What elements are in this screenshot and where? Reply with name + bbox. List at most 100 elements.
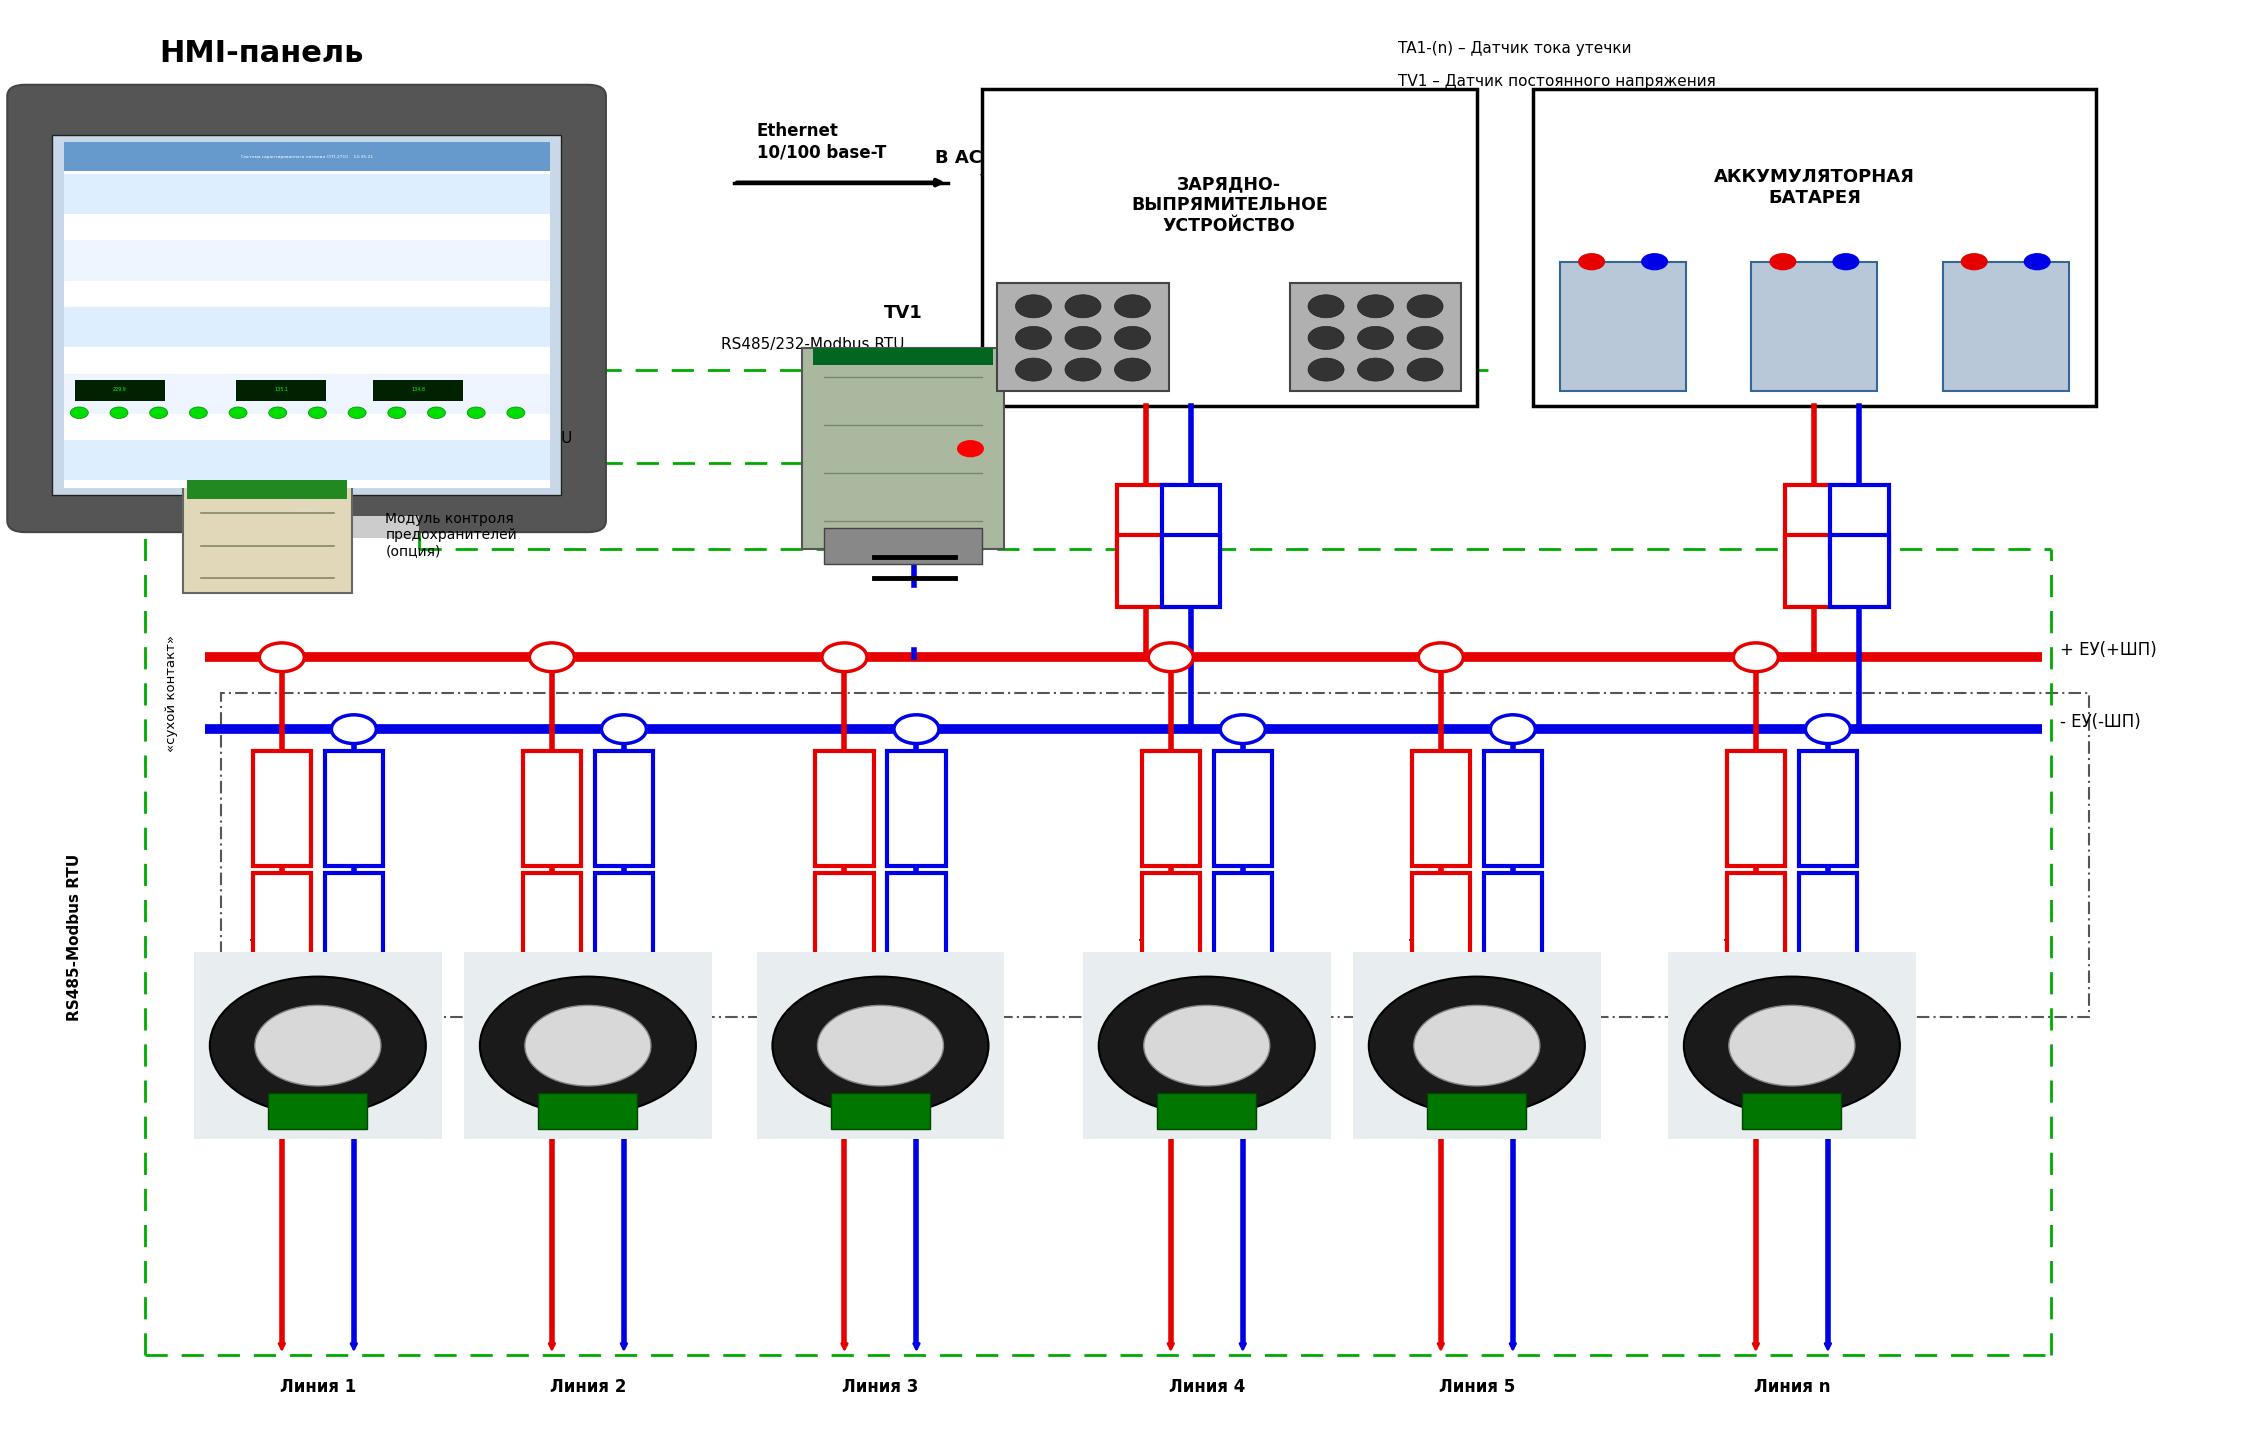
Circle shape (1099, 976, 1315, 1115)
Circle shape (268, 407, 287, 419)
Circle shape (388, 407, 406, 419)
Circle shape (1015, 326, 1051, 349)
Circle shape (70, 407, 88, 419)
Text: Линия 5: Линия 5 (1439, 1378, 1516, 1395)
Text: HMI-панель: HMI-панель (160, 39, 363, 68)
Circle shape (1220, 715, 1266, 744)
Bar (194, 952, 442, 1139)
Bar (1830, 485, 1888, 556)
Bar (63, 173, 550, 214)
Bar (1214, 751, 1272, 866)
Bar (1484, 751, 1543, 866)
Bar (1726, 874, 1784, 988)
Bar (1534, 90, 2096, 406)
Circle shape (1640, 253, 1667, 270)
Bar (63, 143, 550, 170)
Text: 135.1: 135.1 (275, 387, 289, 393)
Bar (596, 751, 654, 866)
Circle shape (1408, 295, 1444, 318)
Text: АККУМУЛЯТОРНАЯ
БАТАРЕЯ: АККУМУЛЯТОРНАЯ БАТАРЕЯ (1715, 168, 1915, 206)
Bar (981, 90, 1478, 406)
Bar (830, 1093, 929, 1129)
Bar (253, 874, 311, 988)
Bar (539, 1093, 638, 1129)
Bar (823, 529, 981, 563)
Text: ⬚ weintek: ⬚ weintek (291, 507, 323, 511)
Bar (887, 874, 945, 988)
Bar (814, 874, 873, 988)
Text: TA4: TA4 (1139, 939, 1169, 952)
Circle shape (1358, 295, 1394, 318)
Circle shape (347, 407, 365, 419)
Bar (1484, 874, 1543, 988)
Text: 134.8: 134.8 (411, 387, 426, 393)
Bar (801, 348, 1004, 549)
Circle shape (602, 715, 647, 744)
Text: Ethernet
10/100 base-T: Ethernet 10/100 base-T (756, 123, 887, 162)
Bar (1083, 952, 1331, 1139)
Circle shape (1065, 326, 1101, 349)
Bar (63, 241, 550, 280)
Bar (1290, 283, 1462, 391)
Text: Линия n: Линия n (1753, 1378, 1830, 1395)
Bar (325, 874, 384, 988)
Circle shape (1065, 295, 1101, 318)
Circle shape (426, 407, 444, 419)
Circle shape (817, 1005, 943, 1086)
Circle shape (1728, 1005, 1854, 1086)
Circle shape (255, 1005, 381, 1086)
Bar (465, 952, 711, 1139)
Text: Линия 2: Линия 2 (550, 1378, 627, 1395)
Bar (596, 874, 654, 988)
Bar (814, 751, 873, 866)
Bar (63, 374, 550, 414)
Circle shape (1114, 358, 1151, 381)
Circle shape (190, 407, 208, 419)
Bar (374, 380, 462, 401)
Bar (1428, 1093, 1527, 1129)
Bar (1798, 874, 1857, 988)
Circle shape (1114, 326, 1151, 349)
Text: + EУ(+ШП): + EУ(+ШП) (2060, 641, 2157, 658)
Circle shape (210, 976, 426, 1115)
Bar (756, 952, 1004, 1139)
Text: 229.9: 229.9 (113, 387, 126, 393)
Circle shape (1408, 326, 1444, 349)
Circle shape (772, 976, 988, 1115)
Bar (325, 751, 384, 866)
Bar (194, 517, 420, 537)
Bar (1798, 751, 1857, 866)
Text: RS485/232-Modbus RTU: RS485/232-Modbus RTU (722, 338, 905, 352)
Bar (1117, 485, 1175, 556)
Bar (1142, 751, 1200, 866)
Bar (1412, 874, 1471, 988)
Text: RS485-Modbus RTU: RS485-Modbus RTU (68, 855, 81, 1021)
Circle shape (1805, 715, 1850, 744)
FancyBboxPatch shape (7, 85, 607, 533)
Bar (523, 751, 582, 866)
Circle shape (1683, 976, 1900, 1115)
Bar (74, 380, 165, 401)
Circle shape (1491, 715, 1536, 744)
Circle shape (1419, 643, 1464, 671)
Circle shape (1144, 1005, 1270, 1086)
Bar (1157, 1093, 1257, 1129)
Circle shape (332, 715, 377, 744)
Text: TV1: TV1 (884, 305, 923, 322)
Bar (237, 380, 327, 401)
Circle shape (530, 643, 575, 671)
Circle shape (526, 1005, 652, 1086)
Bar (63, 308, 550, 348)
Circle shape (149, 407, 167, 419)
Circle shape (2024, 253, 2051, 270)
Circle shape (1358, 358, 1394, 381)
Circle shape (1015, 295, 1051, 318)
Bar (1412, 751, 1471, 866)
Text: TA2: TA2 (521, 939, 550, 952)
Bar (1784, 485, 1843, 556)
Text: TA3: TA3 (812, 939, 841, 952)
Text: TAn: TAn (1724, 939, 1753, 952)
Text: TA5: TA5 (1410, 939, 1439, 952)
Circle shape (1769, 253, 1796, 270)
Bar (1117, 536, 1175, 606)
